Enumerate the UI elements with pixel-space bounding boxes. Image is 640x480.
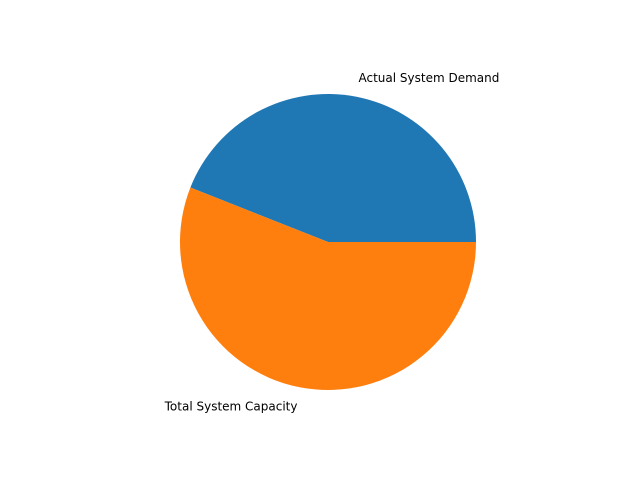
pie-slice-0 <box>190 93 476 243</box>
pie-slice-1 <box>180 187 477 390</box>
pie-slice-label-0: Actual System Demand <box>359 71 500 85</box>
pie-labels: Actual System Demand Total System Capacit… <box>164 71 500 414</box>
pie-slice-label-1: Total System Capacity <box>164 400 298 414</box>
pie-slices <box>180 93 477 390</box>
